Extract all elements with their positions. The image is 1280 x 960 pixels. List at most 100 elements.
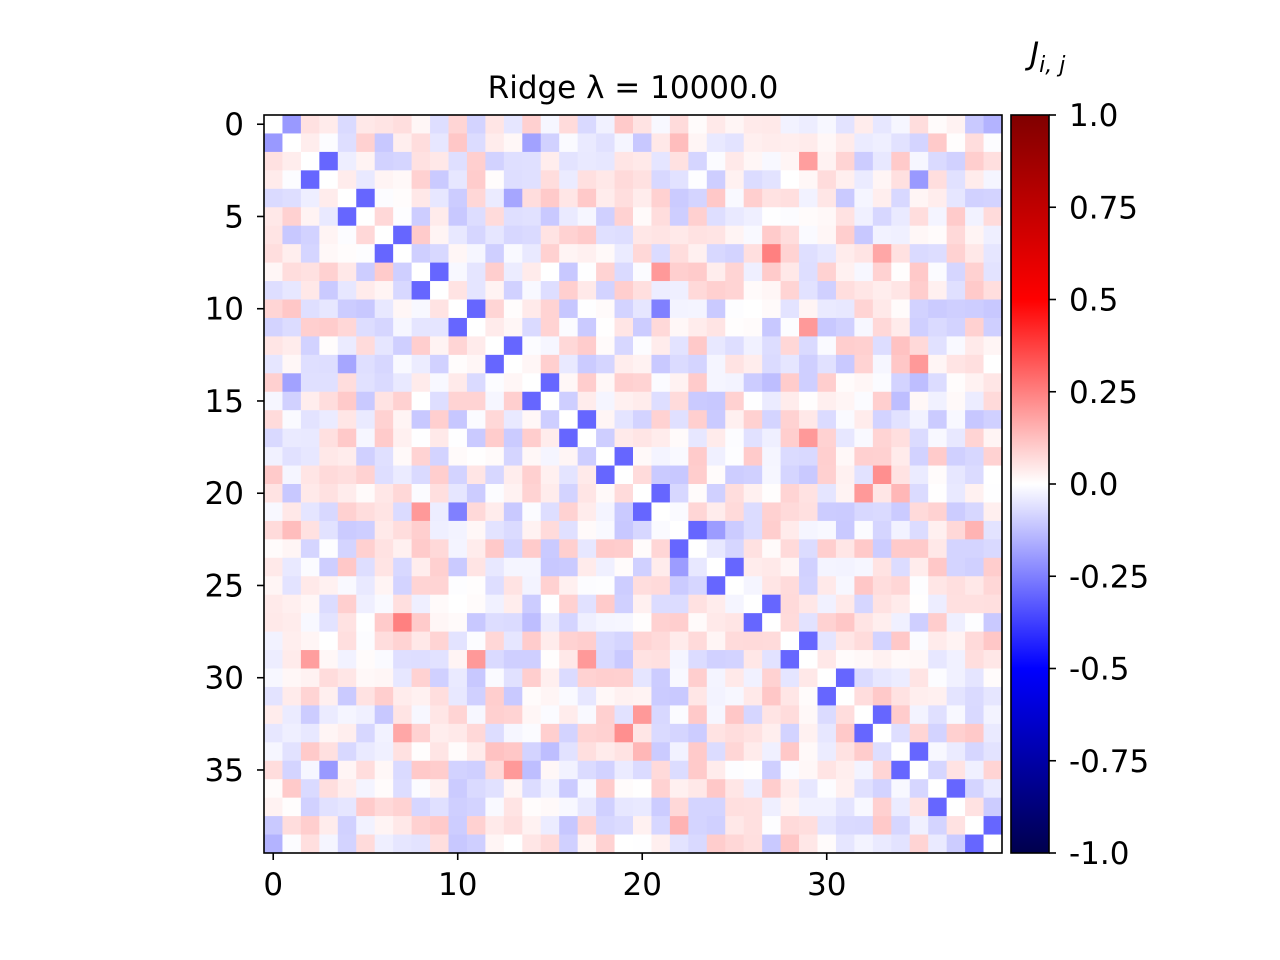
heatmap-cell — [891, 281, 911, 300]
heatmap-cell — [799, 650, 818, 669]
heatmap-cell — [743, 557, 763, 577]
heatmap-cell — [688, 225, 708, 245]
heatmap-cell — [817, 225, 837, 245]
heatmap-cell — [762, 539, 781, 559]
heatmap-cell — [835, 262, 855, 282]
heatmap-cell — [688, 336, 708, 356]
heatmap-cell — [540, 576, 560, 596]
heatmap-cell — [762, 410, 781, 430]
heatmap-cell — [356, 317, 376, 337]
heatmap-cell — [596, 834, 615, 854]
heatmap-cell — [393, 207, 412, 227]
heatmap-cell — [946, 668, 966, 688]
heatmap-cell — [300, 631, 320, 651]
heatmap-cell — [891, 539, 911, 559]
heatmap-cell — [743, 631, 763, 651]
heatmap-cell — [651, 797, 671, 817]
heatmap-cell — [854, 816, 874, 835]
heatmap-cell — [688, 668, 708, 688]
heatmap-cell — [928, 760, 948, 780]
heatmap-cell — [817, 576, 837, 596]
heatmap-cell — [430, 410, 449, 430]
plot-frame — [263, 114, 1003, 854]
heatmap-cell — [909, 281, 929, 300]
heatmap-cell — [282, 594, 302, 614]
heatmap-cell — [780, 650, 800, 669]
heatmap-cell — [835, 631, 855, 651]
heatmap-cell — [854, 797, 874, 817]
heatmap-cell — [688, 539, 708, 559]
heatmap-cell — [762, 760, 781, 780]
heatmap-cell — [725, 428, 745, 448]
heatmap-cell — [264, 668, 283, 688]
heatmap-cell — [946, 244, 966, 263]
heatmap-cell — [356, 502, 376, 522]
heatmap-cell — [743, 299, 763, 319]
heatmap-cell — [282, 723, 302, 743]
heatmap-cell — [706, 465, 726, 485]
heatmap-cell — [319, 594, 339, 614]
heatmap-cell — [817, 760, 837, 780]
heatmap-cell — [356, 631, 376, 651]
heatmap-cell — [946, 520, 966, 540]
heatmap-cell — [743, 244, 763, 263]
heatmap-cell — [522, 742, 542, 762]
heatmap-cell — [540, 317, 560, 337]
heatmap-cell — [633, 668, 652, 688]
heatmap-cell — [909, 502, 929, 522]
heatmap-cell — [946, 834, 966, 854]
heatmap-cell — [522, 317, 542, 337]
heatmap-cell — [430, 576, 449, 596]
heatmap-cell — [319, 188, 339, 208]
heatmap-cell — [503, 225, 523, 245]
heatmap-cell — [835, 705, 855, 725]
heatmap-cell — [300, 447, 320, 466]
heatmap-cell — [743, 225, 763, 245]
heatmap-cell — [928, 686, 948, 706]
heatmap-cell — [448, 447, 468, 466]
heatmap-cell — [706, 686, 726, 706]
heatmap-cell — [669, 520, 689, 540]
heatmap-cell — [540, 281, 560, 300]
heatmap-cell — [448, 410, 468, 430]
heatmap-cell — [688, 834, 708, 854]
heatmap-cell — [633, 447, 652, 466]
heatmap-cell — [300, 723, 320, 743]
heatmap-cell — [503, 299, 523, 319]
heatmap-cell — [503, 576, 523, 596]
heatmap-cell — [337, 391, 357, 411]
heatmap-cell — [374, 170, 394, 190]
y-tick-label: 30 — [205, 661, 244, 697]
heatmap-cell — [300, 391, 320, 411]
heatmap-cell — [669, 391, 689, 411]
heatmap-cell — [448, 779, 468, 799]
heatmap-cell — [614, 244, 634, 263]
heatmap-cell — [743, 428, 763, 448]
heatmap-cell — [300, 742, 320, 762]
heatmap-cell — [688, 299, 708, 319]
heatmap-cell — [430, 686, 449, 706]
heatmap-cell — [503, 410, 523, 430]
heatmap-cell — [300, 317, 320, 337]
heatmap-cell — [596, 262, 615, 282]
heatmap-cell — [448, 465, 468, 485]
heatmap-cell — [651, 760, 671, 780]
heatmap-cell — [485, 299, 505, 319]
heatmap-cell — [780, 170, 800, 190]
heatmap-cell — [651, 557, 671, 577]
heatmap-cell — [448, 281, 468, 300]
heatmap-cell — [706, 797, 726, 817]
heatmap-cell — [411, 539, 431, 559]
heatmap-cell — [799, 816, 818, 835]
heatmap-cell — [928, 668, 948, 688]
heatmap-cell — [854, 760, 874, 780]
heatmap-cell — [300, 576, 320, 596]
heatmap-cell — [633, 779, 652, 799]
heatmap-cell — [633, 631, 652, 651]
heatmap-cell — [448, 539, 468, 559]
heatmap-cell — [448, 336, 468, 356]
heatmap-cell — [522, 151, 542, 171]
heatmap-cell — [983, 705, 1003, 725]
heatmap-cell — [319, 373, 339, 393]
heatmap-cell — [891, 244, 911, 263]
